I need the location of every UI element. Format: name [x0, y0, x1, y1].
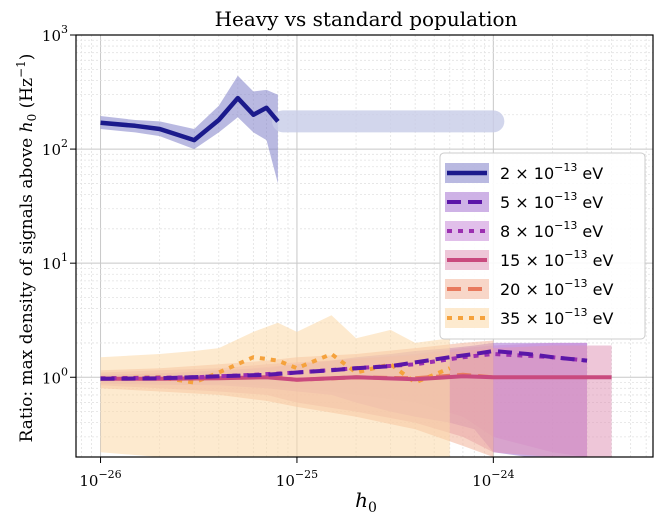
x-tick-label-2: 10−25: [276, 468, 318, 490]
y-axis-label: Ratio: max density of signals above h0 (…: [14, 54, 39, 443]
chart-title: Heavy vs standard population: [215, 7, 518, 31]
x-axis-label-sub: 0: [368, 500, 377, 515]
y-tick-label-4: 103: [42, 23, 68, 45]
y-tick-label-2: 101: [42, 251, 68, 273]
y-axis-label-var: h: [17, 121, 37, 132]
y-tick-label-3: 102: [42, 137, 68, 159]
y-axis-label-units-open: (Hz: [17, 78, 37, 114]
y-tick-label-1: 100: [42, 365, 68, 387]
x-axis-label-var: h: [355, 488, 368, 512]
y-axis-ticks: 100 101 102 103: [42, 23, 76, 387]
legend-label-4: 15 × 10−13 eV: [500, 248, 613, 270]
legend-label-3: 8 × 10−13 eV: [500, 219, 603, 241]
x-axis-ticks: 10−26 10−25 10−24: [79, 457, 514, 490]
legend-label-2: 5 × 10−13 eV: [500, 190, 603, 212]
legend-band-swatch-2: [445, 192, 489, 212]
line-series-4: [100, 374, 612, 382]
x-tick-label-1: 10−26: [79, 468, 121, 490]
legend-band-swatch-3: [445, 221, 489, 241]
legend-band-swatch-6: [445, 308, 489, 328]
x-tick-label-3: 10−24: [472, 468, 514, 490]
series-lines: [100, 95, 612, 385]
legend-box: [439, 152, 646, 340]
legend-label-5: 20 × 10−13 eV: [500, 277, 613, 299]
x-axis-label: h0: [355, 488, 377, 515]
y-axis-label-units-close: ): [17, 54, 37, 61]
legend: 2 × 10−13 eV 5 × 10−13 eV 8 × 10−13 eV 15 ×…: [439, 152, 646, 340]
band-series-6: [100, 315, 450, 457]
legend-band-swatch-5: [445, 279, 489, 299]
y-axis-label-units-sup: −1: [14, 60, 28, 78]
y-axis-label-prefix: Ratio: max density of signals above: [17, 132, 37, 442]
legend-label-6: 35 × 10−13 eV: [500, 306, 613, 328]
line-series-3: [100, 352, 588, 381]
y-axis-label-sub: 0: [25, 114, 39, 122]
line-series-1: [100, 95, 280, 143]
line-series-2: [100, 349, 588, 381]
legend-label-1: 2 × 10−13 eV: [500, 161, 603, 183]
plot-frame: [75, 34, 654, 458]
